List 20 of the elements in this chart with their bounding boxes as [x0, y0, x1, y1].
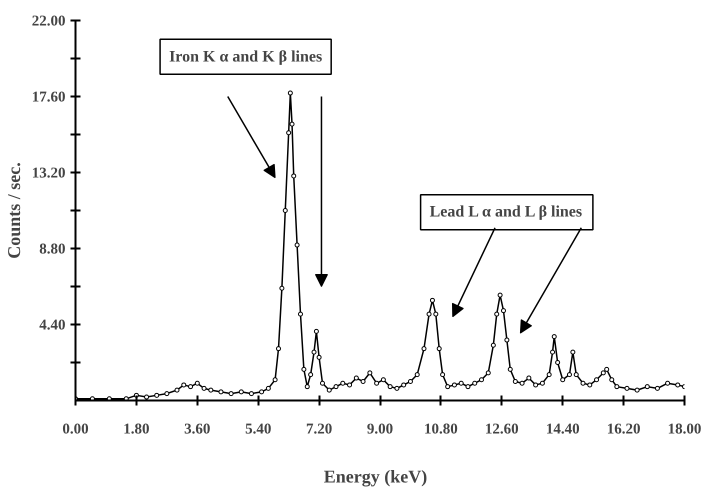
y-tick-label: 8.80 [39, 242, 66, 258]
x-tick-label: 0.00 [62, 422, 89, 438]
y-tick-label: 22.00 [32, 14, 66, 30]
y-tick-label: 13.20 [32, 166, 66, 182]
x-tick-label: 1.80 [123, 422, 150, 438]
annotation: Lead L α and L β lines [430, 204, 582, 221]
annotation: Iron K α and K β lines [169, 48, 322, 66]
x-tick-label: 12.60 [484, 422, 519, 438]
x-tick-label: 3.60 [184, 422, 210, 438]
x-axis-title: Energy (keV) [324, 466, 428, 486]
x-tick-label: 14.40 [546, 422, 580, 438]
x-tick-label: 18.00 [668, 422, 702, 438]
y-axis-title: Counts / sec. [4, 162, 24, 259]
y-tick-label: 4.40 [39, 318, 66, 334]
y-tick-label: 17.60 [32, 90, 66, 106]
x-tick-label: 7.20 [306, 422, 332, 438]
x-tick-label: 10.80 [424, 422, 458, 438]
x-tick-label: 16.20 [606, 422, 640, 438]
x-tick-label: 9.00 [366, 422, 394, 438]
x-tick-label: 5.40 [245, 422, 272, 438]
